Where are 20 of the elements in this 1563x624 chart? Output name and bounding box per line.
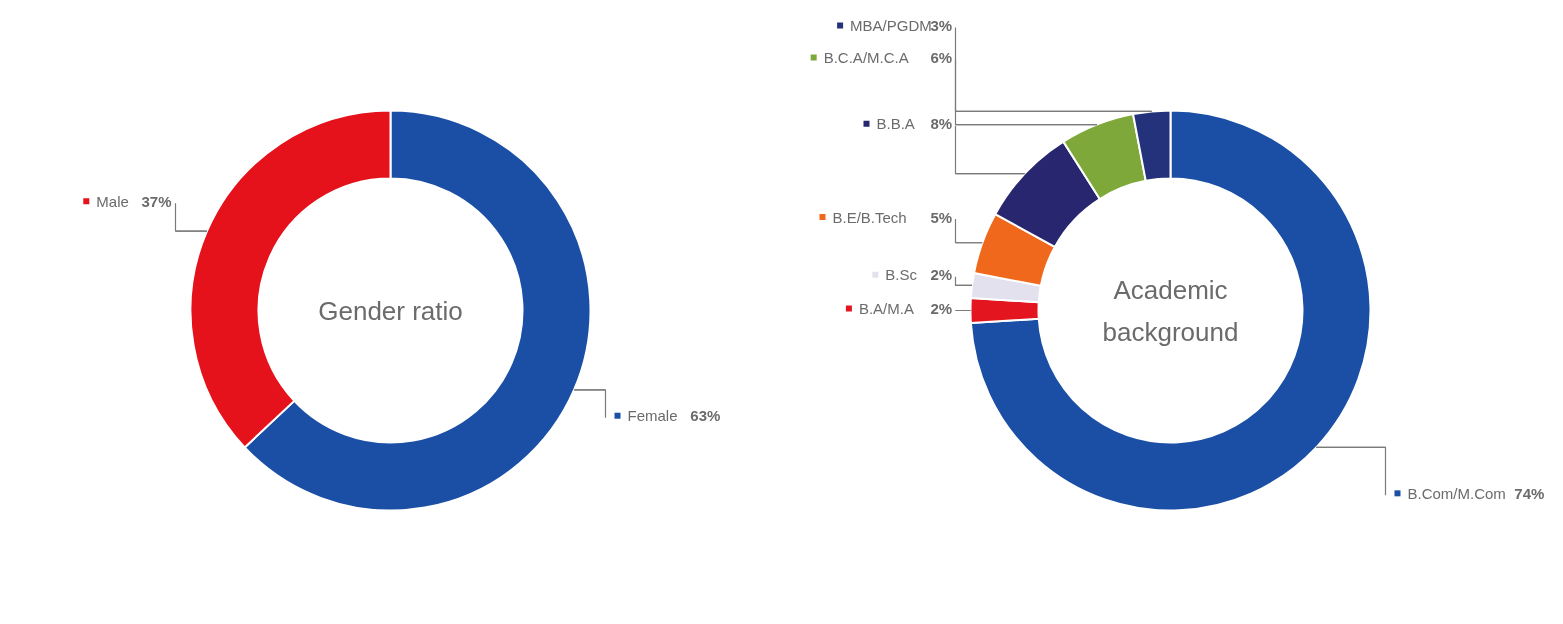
legend-label: B.A/M.A <box>858 300 914 317</box>
legend-label: B.Com/M.Com <box>1407 484 1506 502</box>
data-label: 3% <box>930 16 953 34</box>
legend-label: B.B.A <box>876 115 915 133</box>
legend-label: Female <box>627 407 678 425</box>
legend-label: B.C.A/M.C.A <box>823 48 909 66</box>
text: Academic background <box>1102 274 1239 347</box>
data-label: 2% <box>930 300 953 317</box>
legend-label: B.Sc <box>885 266 918 284</box>
data-label: 2% <box>930 266 953 284</box>
data-label: 8% <box>930 115 953 133</box>
data-label: 6% <box>930 48 953 66</box>
text: Gender ratio <box>318 295 463 326</box>
legend-label: MBA/PGDM <box>850 16 932 34</box>
legend-label: B.E/B.Tech <box>832 208 907 226</box>
data-label: 63% <box>690 407 721 425</box>
data-label: 74% <box>1514 484 1545 502</box>
data-label: 5% <box>930 208 953 226</box>
legend-label: Male <box>96 192 129 210</box>
data-label: 37% <box>141 192 172 210</box>
